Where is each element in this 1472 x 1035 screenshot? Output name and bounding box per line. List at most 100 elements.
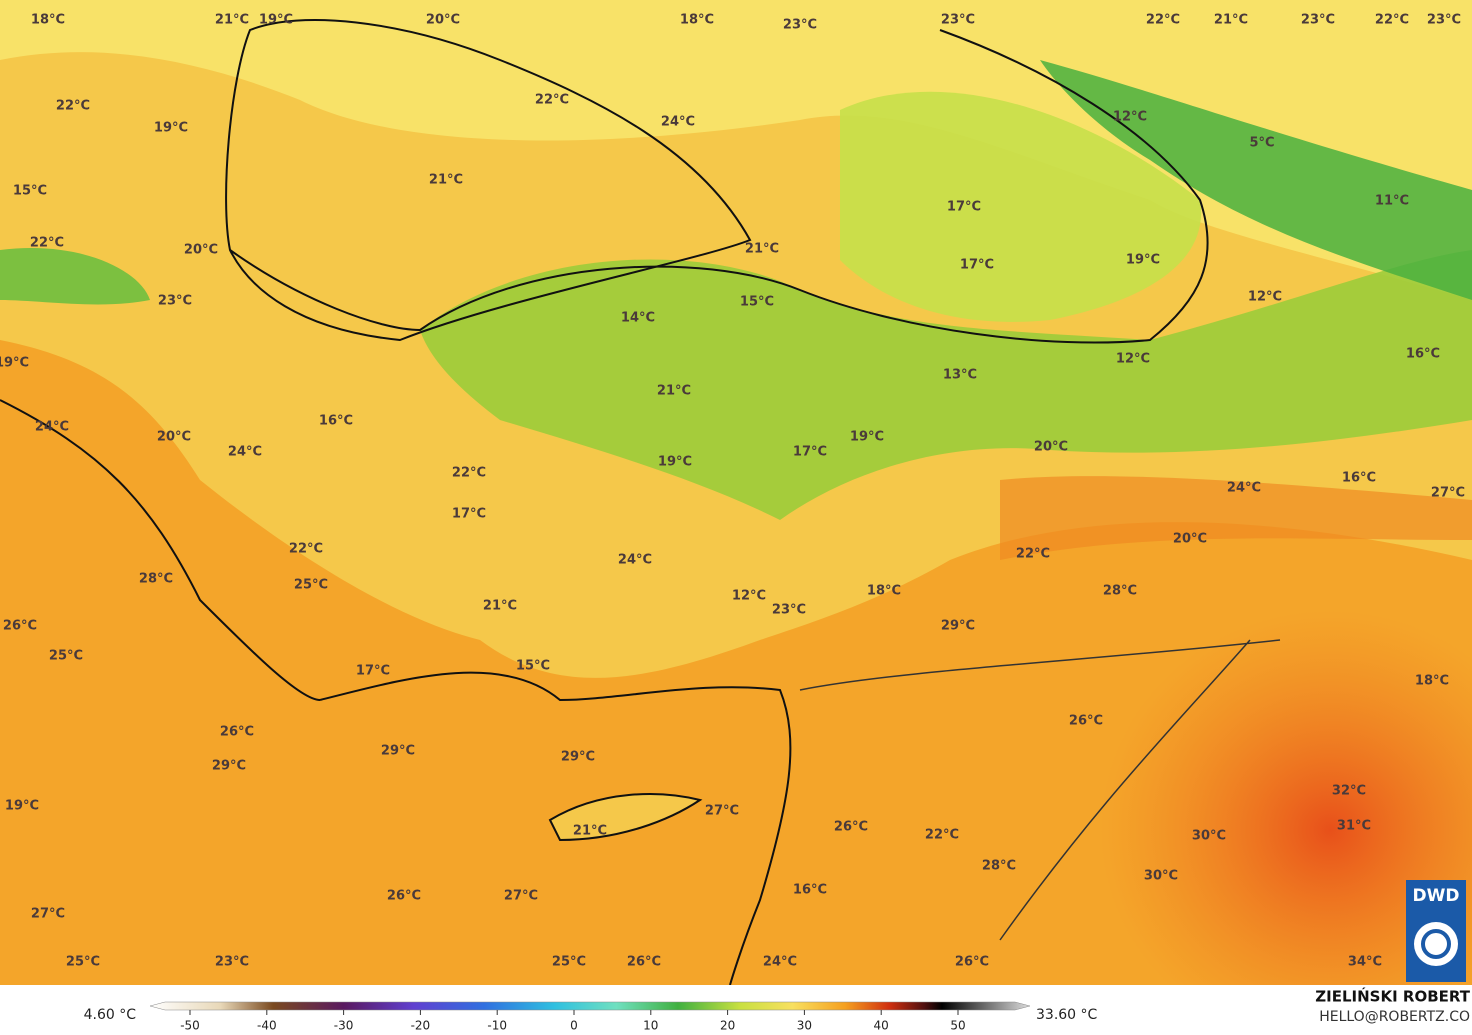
min-label: 4.60 °C	[84, 1007, 137, 1023]
tick-label: -10	[487, 1019, 507, 1033]
temp-label: 19°C	[658, 455, 692, 470]
temp-label: 24°C	[661, 115, 695, 130]
temp-label: 17°C	[793, 445, 827, 460]
logo-swirl	[1421, 929, 1451, 959]
tick-label: -30	[334, 1019, 354, 1033]
temp-label: 26°C	[220, 725, 254, 740]
temp-label: 28°C	[1103, 584, 1137, 599]
temp-label: 23°C	[215, 955, 249, 970]
temp-label: 22°C	[535, 93, 569, 108]
temp-label: 21°C	[483, 599, 517, 614]
temp-label: 21°C	[429, 173, 463, 188]
tick-label: -40	[257, 1019, 277, 1033]
temp-label: 26°C	[834, 820, 868, 835]
logo: DWD	[1413, 886, 1460, 906]
temp-label: 12°C	[1113, 110, 1147, 125]
temp-label: 19°C	[154, 121, 188, 136]
temp-label: 27°C	[705, 804, 739, 819]
temp-label: 23°C	[783, 18, 817, 33]
temp-label: 19°C	[1126, 253, 1160, 268]
temp-label: 21°C	[215, 13, 249, 28]
temp-label: 20°C	[1034, 440, 1068, 455]
temp-label: 12°C	[1248, 290, 1282, 305]
temp-label: 25°C	[294, 578, 328, 593]
temp-label: 26°C	[3, 619, 37, 634]
temperature-labels: 18°C 21°C 19°C 20°C 18°C 23°C 23°C 22°C 21°C 23°C…	[0, 13, 1465, 970]
temp-label: 22°C	[1016, 547, 1050, 562]
temp-label: 26°C	[387, 889, 421, 904]
temp-label: 15°C	[13, 184, 47, 199]
temp-label: 23°C	[1427, 13, 1461, 28]
temp-label: 17°C	[960, 258, 994, 273]
temp-label: 21°C	[657, 384, 691, 399]
tick-label: 0	[570, 1019, 578, 1033]
temp-label: 21°C	[573, 824, 607, 839]
temp-label: 18°C	[1415, 674, 1449, 689]
temp-label: 15°C	[740, 295, 774, 310]
temp-label: 22°C	[452, 466, 486, 481]
logo-mark	[1414, 922, 1458, 966]
temp-label: 23°C	[158, 294, 192, 309]
temp-label: 27°C	[31, 907, 65, 922]
temp-label: 24°C	[763, 955, 797, 970]
temp-label: 32°C	[1332, 784, 1366, 799]
temp-label: 16°C	[1406, 347, 1440, 362]
temp-label: 31°C	[1337, 819, 1371, 834]
temp-label: 23°C	[1301, 13, 1335, 28]
tick-label: 10	[643, 1019, 658, 1033]
temp-label: 21°C	[745, 242, 779, 257]
temp-label: 26°C	[1069, 714, 1103, 729]
temp-label: 30°C	[1144, 869, 1178, 884]
temp-label: 5°C	[1249, 136, 1274, 151]
temp-label: 22°C	[56, 99, 90, 114]
temp-label: 22°C	[1375, 13, 1409, 28]
temp-label: 19°C	[5, 799, 39, 814]
tick-label: -20	[411, 1019, 431, 1033]
temp-label: 24°C	[35, 420, 69, 435]
temp-label: 18°C	[31, 13, 65, 28]
temp-label: 20°C	[1173, 532, 1207, 547]
temp-label: 29°C	[212, 759, 246, 774]
temp-label: 19°C	[0, 356, 29, 371]
author: ZIELIŃSKI ROBERT	[1315, 987, 1470, 1006]
temp-label: 21°C	[1214, 13, 1248, 28]
temp-label: 26°C	[627, 955, 661, 970]
temp-label: 22°C	[925, 828, 959, 843]
tick-label: 30	[797, 1019, 812, 1033]
temp-label: 16°C	[319, 414, 353, 429]
temp-label: 23°C	[772, 603, 806, 618]
temp-label: 12°C	[732, 589, 766, 604]
temp-label: 28°C	[982, 859, 1016, 874]
temp-label: 22°C	[30, 236, 64, 251]
temp-label: 14°C	[621, 311, 655, 326]
temp-label: 25°C	[552, 955, 586, 970]
max-label: 33.60 °C	[1036, 1007, 1098, 1023]
temp-label: 18°C	[680, 13, 714, 28]
temp-label: 24°C	[228, 445, 262, 460]
temp-label: 13°C	[943, 368, 977, 383]
temp-label: 18°C	[867, 584, 901, 599]
temp-label: 17°C	[947, 200, 981, 215]
temp-label: 22°C	[289, 542, 323, 557]
temp-label: 27°C	[1431, 486, 1465, 501]
temp-label: 12°C	[1116, 352, 1150, 367]
temp-label: 25°C	[66, 955, 100, 970]
temp-label: 30°C	[1192, 829, 1226, 844]
temp-label: 16°C	[1342, 471, 1376, 486]
temp-label: 20°C	[157, 430, 191, 445]
tick-label: 50	[950, 1019, 965, 1033]
tick-label: -50	[180, 1019, 200, 1033]
temp-label: 25°C	[49, 649, 83, 664]
temp-label: 29°C	[561, 750, 595, 765]
temp-label: 28°C	[139, 572, 173, 587]
temp-label: 29°C	[941, 619, 975, 634]
tick-label: 20	[720, 1019, 735, 1033]
temp-label: 27°C	[504, 889, 538, 904]
temp-label: 17°C	[356, 664, 390, 679]
temp-label: 19°C	[850, 430, 884, 445]
tick-label: 40	[874, 1019, 889, 1033]
temp-label: 20°C	[184, 243, 218, 258]
temp-label: 34°C	[1348, 955, 1382, 970]
temp-label: 29°C	[381, 744, 415, 759]
